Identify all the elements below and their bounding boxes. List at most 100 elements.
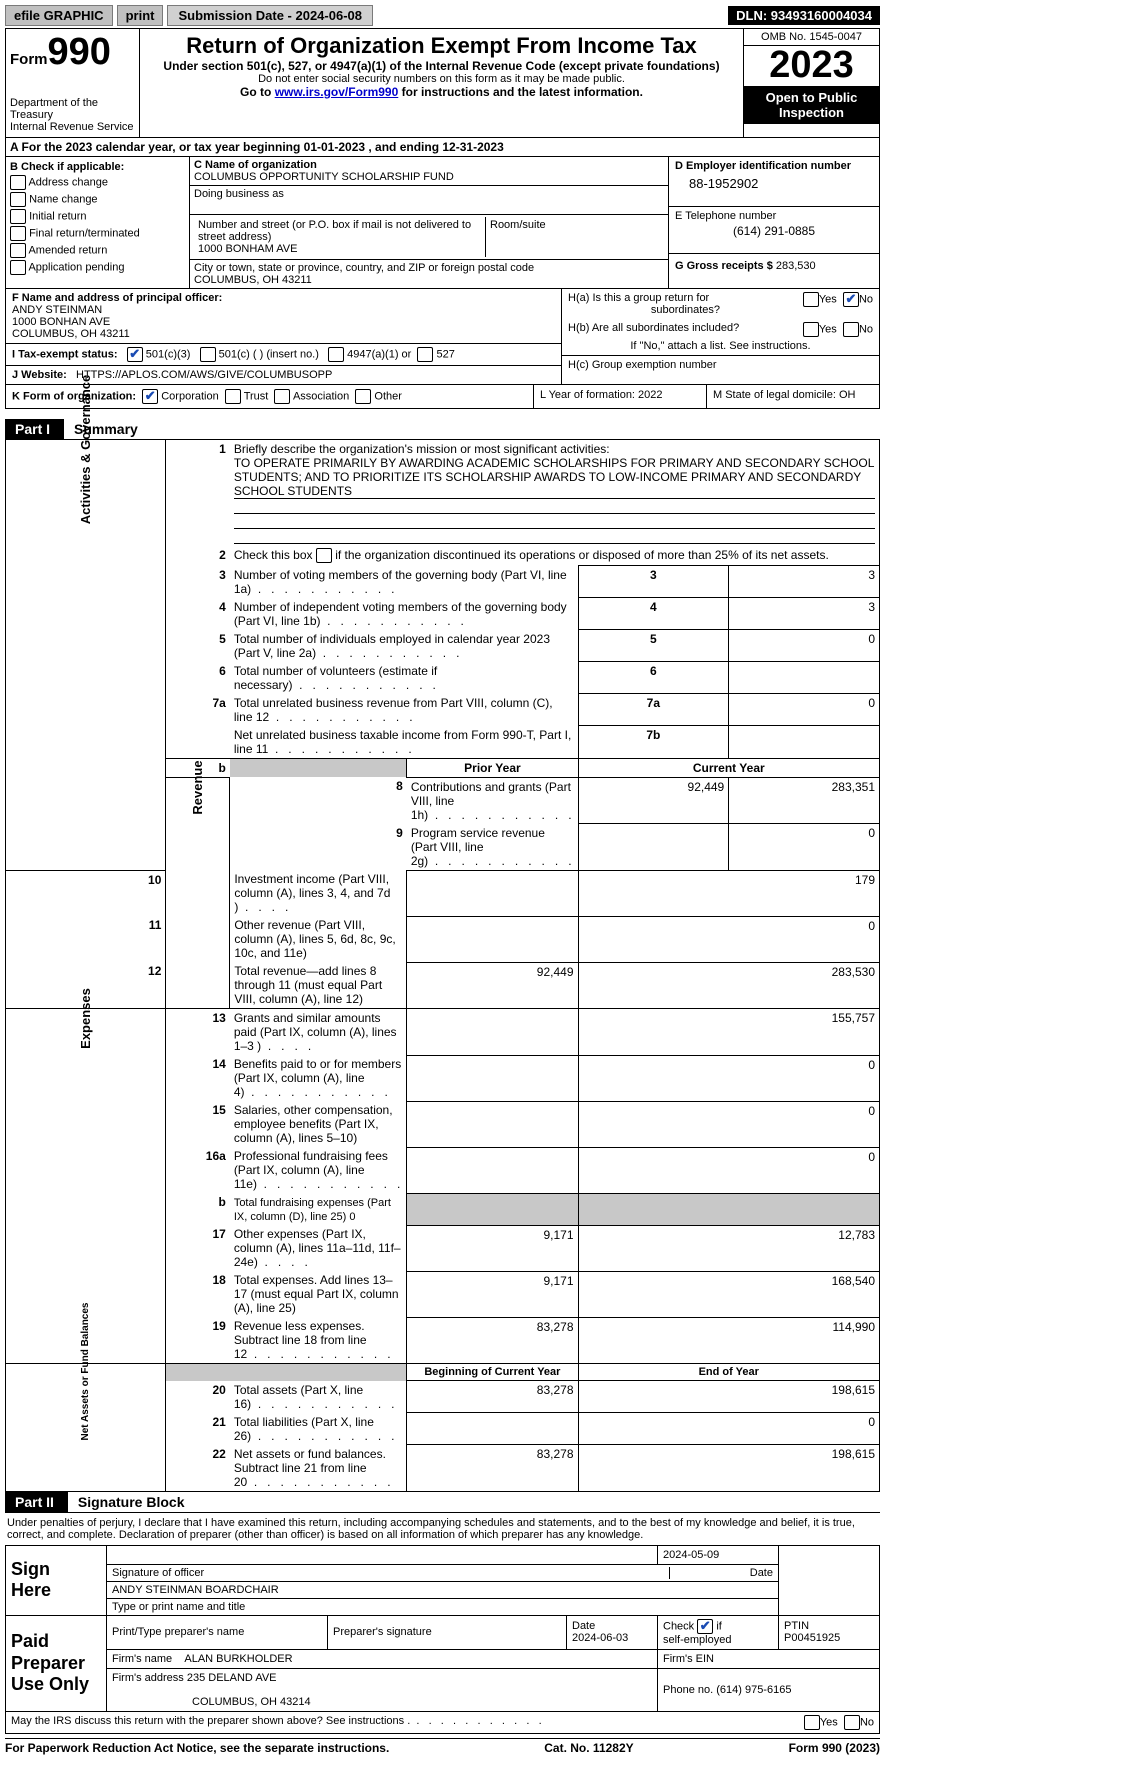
initial-return-checkbox[interactable] — [10, 209, 26, 224]
signature-table: SignHere 2024-05-09 Signature of officer… — [5, 1545, 880, 1734]
line11-desc: Other revenue (Part VIII, column (A), li… — [234, 918, 395, 960]
line8-desc: Contributions and grants (Part VIII, lin… — [411, 780, 572, 822]
line7b-value — [729, 726, 880, 759]
discuss-no-checkbox[interactable] — [844, 1715, 860, 1730]
h-a-row: H(a) Is this a group return for Yes ✔No … — [562, 289, 879, 319]
print-button[interactable]: print — [117, 5, 164, 26]
firm-ein-label: Firm's EIN — [658, 1649, 880, 1668]
line8-prior: 92,449 — [578, 777, 729, 824]
side-net-assets: Net Assets or Fund Balances — [80, 1296, 91, 1447]
return-subtitle: Under section 501(c), 527, or 4947(a)(1)… — [146, 59, 737, 73]
4947-checkbox[interactable] — [328, 347, 344, 362]
col-b-title: B Check if applicable: — [10, 161, 185, 173]
line16a-prior — [407, 1147, 578, 1193]
line15-prior — [407, 1101, 578, 1147]
date-label: Date — [669, 1567, 773, 1579]
part-i-header: Part I Summary — [5, 419, 880, 439]
irs-url-link[interactable]: www.irs.gov/Form990 — [275, 85, 399, 99]
column-b: B Check if applicable: Address change Na… — [6, 157, 190, 288]
officer-name: ANDY STEINMAN — [12, 304, 555, 316]
assoc-checkbox[interactable] — [274, 389, 290, 404]
amended-return-checkbox[interactable] — [10, 243, 26, 258]
ssn-warning: Do not enter social security numbers on … — [146, 73, 737, 85]
firm-name-label: Firm's name — [112, 1653, 175, 1665]
line9-curr: 0 — [729, 824, 880, 871]
street-value: 1000 BONHAM AVE — [198, 243, 481, 255]
line18-curr: 168,540 — [578, 1271, 880, 1317]
phone-value: (614) 975-6165 — [716, 1684, 791, 1696]
ha-yes-checkbox[interactable] — [803, 292, 819, 307]
year-formation: L Year of formation: 2022 — [534, 385, 707, 408]
ein-value: 88-1952902 — [675, 172, 873, 203]
part-i-title: Summary — [64, 421, 138, 437]
pp-sig-label: Preparer's signature — [328, 1615, 567, 1649]
efile-badge: efile GRAPHIC — [5, 5, 113, 26]
line11-prior — [407, 916, 578, 962]
line11-curr: 0 — [578, 916, 880, 962]
line2-checkbox[interactable] — [316, 548, 332, 563]
line14-curr: 0 — [578, 1055, 880, 1101]
line18-desc: Total expenses. Add lines 13–17 (must eq… — [234, 1273, 399, 1315]
corp-checkbox[interactable]: ✔ — [142, 389, 158, 404]
address-change-checkbox[interactable] — [10, 175, 26, 190]
hb-no-checkbox[interactable] — [843, 322, 859, 337]
tel-value: (614) 291-0885 — [675, 222, 873, 250]
line14-prior — [407, 1055, 578, 1101]
line22-end: 198,615 — [578, 1445, 880, 1492]
final-return-checkbox[interactable] — [10, 226, 26, 241]
line22-desc: Net assets or fund balances. Subtract li… — [234, 1447, 391, 1489]
city-value: COLUMBUS, OH 43211 — [194, 274, 664, 286]
firm-addr2: COLUMBUS, OH 43214 — [112, 1696, 311, 1708]
submission-date: Submission Date - 2024-06-08 — [167, 5, 373, 26]
line22-beg: 83,278 — [407, 1445, 578, 1492]
line17-curr: 12,783 — [578, 1225, 880, 1271]
line13-curr: 155,757 — [578, 1009, 880, 1056]
line21-beg — [407, 1413, 578, 1445]
line7a-desc: Total unrelated business revenue from Pa… — [234, 696, 553, 724]
line21-end: 0 — [578, 1413, 880, 1445]
other-checkbox[interactable] — [355, 389, 371, 404]
line13-desc: Grants and similar amounts paid (Part IX… — [234, 1011, 397, 1053]
firm-addr-label: Firm's address — [112, 1672, 184, 1684]
line5-value: 0 — [729, 630, 880, 662]
form-header: Form990 Department of the Treasury Inter… — [5, 28, 880, 138]
line21-desc: Total liabilities (Part X, line 26) — [234, 1415, 395, 1443]
trust-checkbox[interactable] — [225, 389, 241, 404]
paid-preparer-label: PaidPreparerUse Only — [6, 1615, 107, 1711]
current-year-header: Current Year — [578, 758, 880, 777]
name-change-checkbox[interactable] — [10, 192, 26, 207]
line6-desc: Total number of volunteers (estimate if … — [234, 664, 437, 692]
line16a-desc: Professional fundraising fees (Part IX, … — [234, 1149, 401, 1191]
line7a-value: 0 — [729, 694, 880, 726]
officer-city: COLUMBUS, OH 43211 — [12, 328, 555, 340]
527-checkbox[interactable] — [417, 347, 433, 362]
line7b-desc: Net unrelated business taxable income fr… — [234, 728, 571, 756]
discuss-yes-checkbox[interactable] — [804, 1715, 820, 1730]
officer-addr: 1000 BONHAN AVE — [12, 316, 555, 328]
501c3-checkbox[interactable]: ✔ — [127, 347, 143, 362]
501c-checkbox[interactable] — [200, 347, 216, 362]
line19-curr: 114,990 — [578, 1317, 880, 1364]
sign-here-label: SignHere — [6, 1545, 107, 1615]
phone-label: Phone no. — [663, 1684, 713, 1696]
h-b-note: If "No," attach a list. See instructions… — [562, 337, 879, 356]
part-ii-tag: Part II — [5, 1492, 68, 1512]
dln-label: DLN: 93493160004034 — [728, 6, 880, 25]
line4-value: 3 — [729, 598, 880, 630]
beg-year-header: Beginning of Current Year — [407, 1364, 578, 1381]
hb-yes-checkbox[interactable] — [803, 322, 819, 337]
line15-curr: 0 — [578, 1101, 880, 1147]
return-title: Return of Organization Exempt From Incom… — [146, 33, 737, 59]
line6-value — [729, 662, 880, 694]
city-label: City or town, state or province, country… — [194, 262, 664, 274]
application-pending-checkbox[interactable] — [10, 260, 26, 275]
pra-notice: For Paperwork Reduction Act Notice, see … — [5, 1741, 389, 1755]
may-irs-discuss: May the IRS discuss this return with the… — [11, 1715, 542, 1727]
self-employed-checkbox[interactable]: ✔ — [697, 1619, 713, 1634]
line9-prior — [578, 824, 729, 871]
line8-curr: 283,351 — [729, 777, 880, 824]
line19-prior: 83,278 — [407, 1317, 578, 1364]
section-b-c-d: B Check if applicable: Address change Na… — [5, 157, 880, 289]
ha-no-checkbox[interactable]: ✔ — [843, 292, 859, 307]
part-ii-header: Part II Signature Block — [5, 1492, 880, 1512]
